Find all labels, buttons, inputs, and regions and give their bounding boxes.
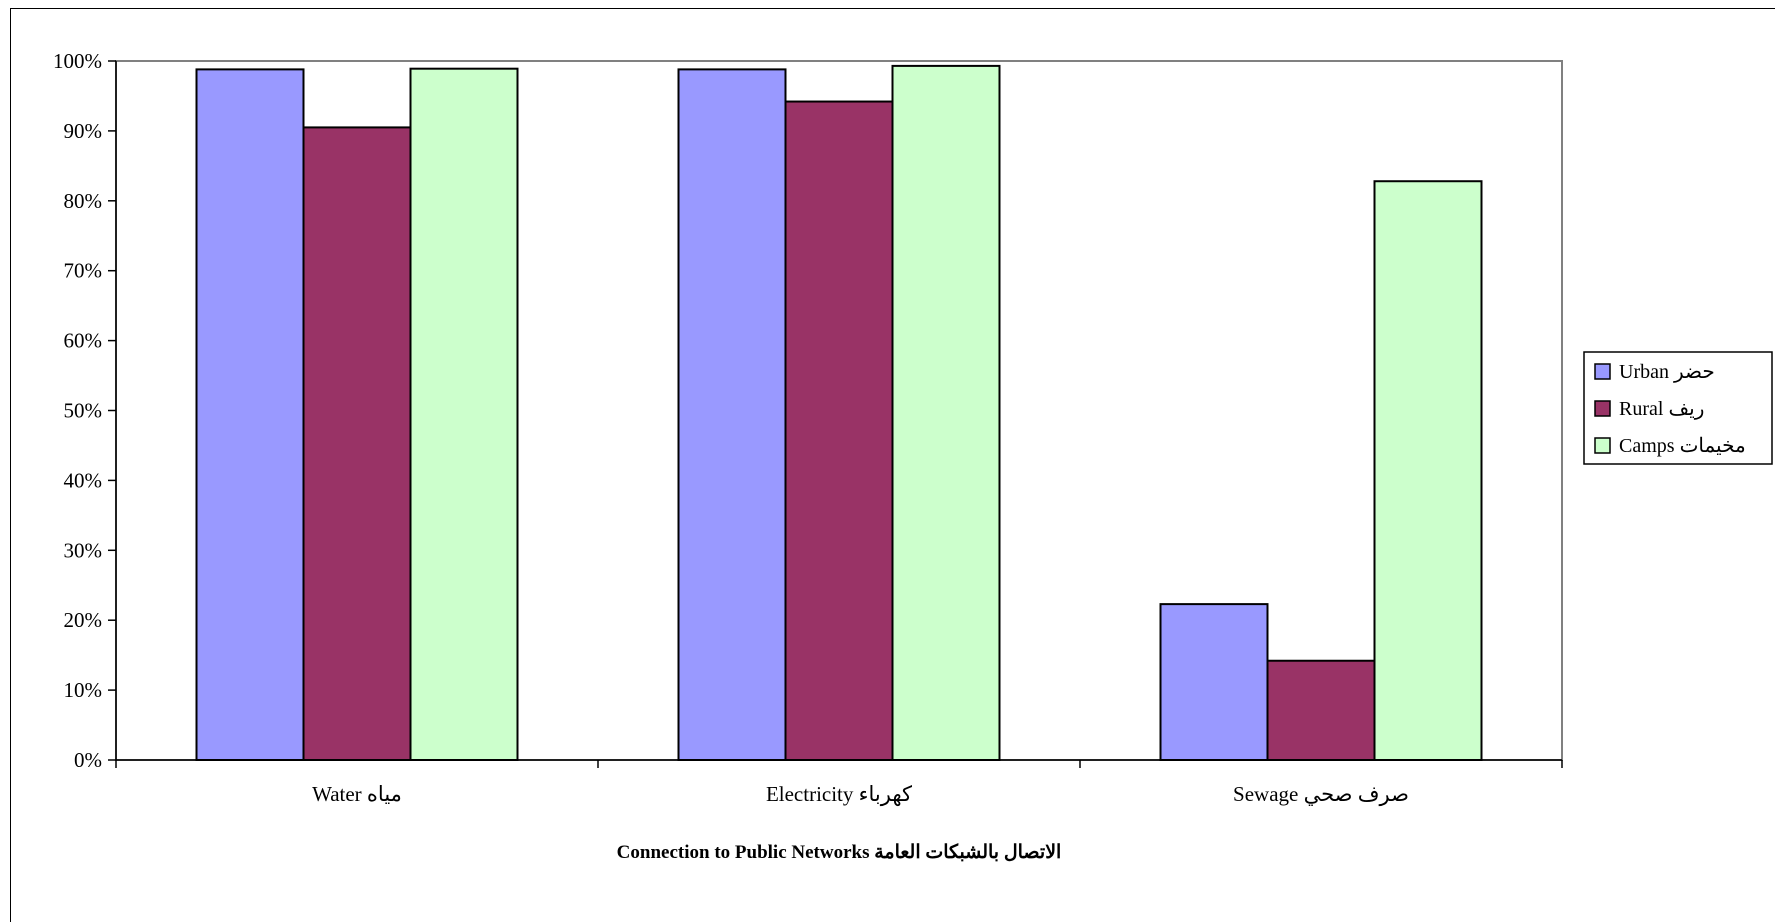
legend-swatch [1594,437,1611,454]
legend-box [1583,351,1773,465]
legend: Urban حضر Rural ريف Camps مخيمات [1583,351,1773,465]
x-axis-labels: Water مياه Electricity كهرباء Sewage صرف ص… [312,782,1409,807]
bars-group [195,64,1483,762]
y-tick-label: 60% [64,329,103,353]
bar [891,64,1001,761]
y-tick-label: 30% [64,538,103,562]
y-tick-label: 100% [53,49,102,73]
bar [195,68,305,761]
y-tick-label: 70% [64,259,103,283]
legend-label: Camps مخيمات [1619,435,1746,457]
bar [784,100,894,762]
bar [409,67,519,761]
y-tick-label: 40% [64,468,103,492]
x-category-label: Sewage صرف صحي [1233,782,1409,807]
y-tick-label: 0% [74,748,102,772]
y-axis-ticks: 0% 10% 20% 30% 40% 50% 60% 70% 80% 90% 100% [53,49,116,772]
legend-label: Urban حضر [1619,361,1715,383]
bar [1159,603,1269,761]
legend-swatch [1594,400,1611,417]
x-category-label: Electricity كهرباء [766,782,912,807]
legend-label: Rural ريف [1619,398,1704,420]
chart-title: Connection to Public Networks الاتصال با… [617,842,1062,863]
y-tick-label: 80% [64,189,103,213]
y-tick-label: 90% [64,119,103,143]
bar [1373,180,1483,761]
y-tick-label: 20% [64,608,103,632]
y-tick-label: 50% [64,399,103,423]
chart-frame [10,8,1775,922]
bar [677,68,787,761]
legend-swatch [1594,363,1611,380]
x-category-label: Water مياه [312,782,402,806]
x-axis-ticks [115,760,1563,768]
bar [302,126,412,761]
y-tick-label: 10% [64,678,103,702]
bar [1266,659,1376,762]
